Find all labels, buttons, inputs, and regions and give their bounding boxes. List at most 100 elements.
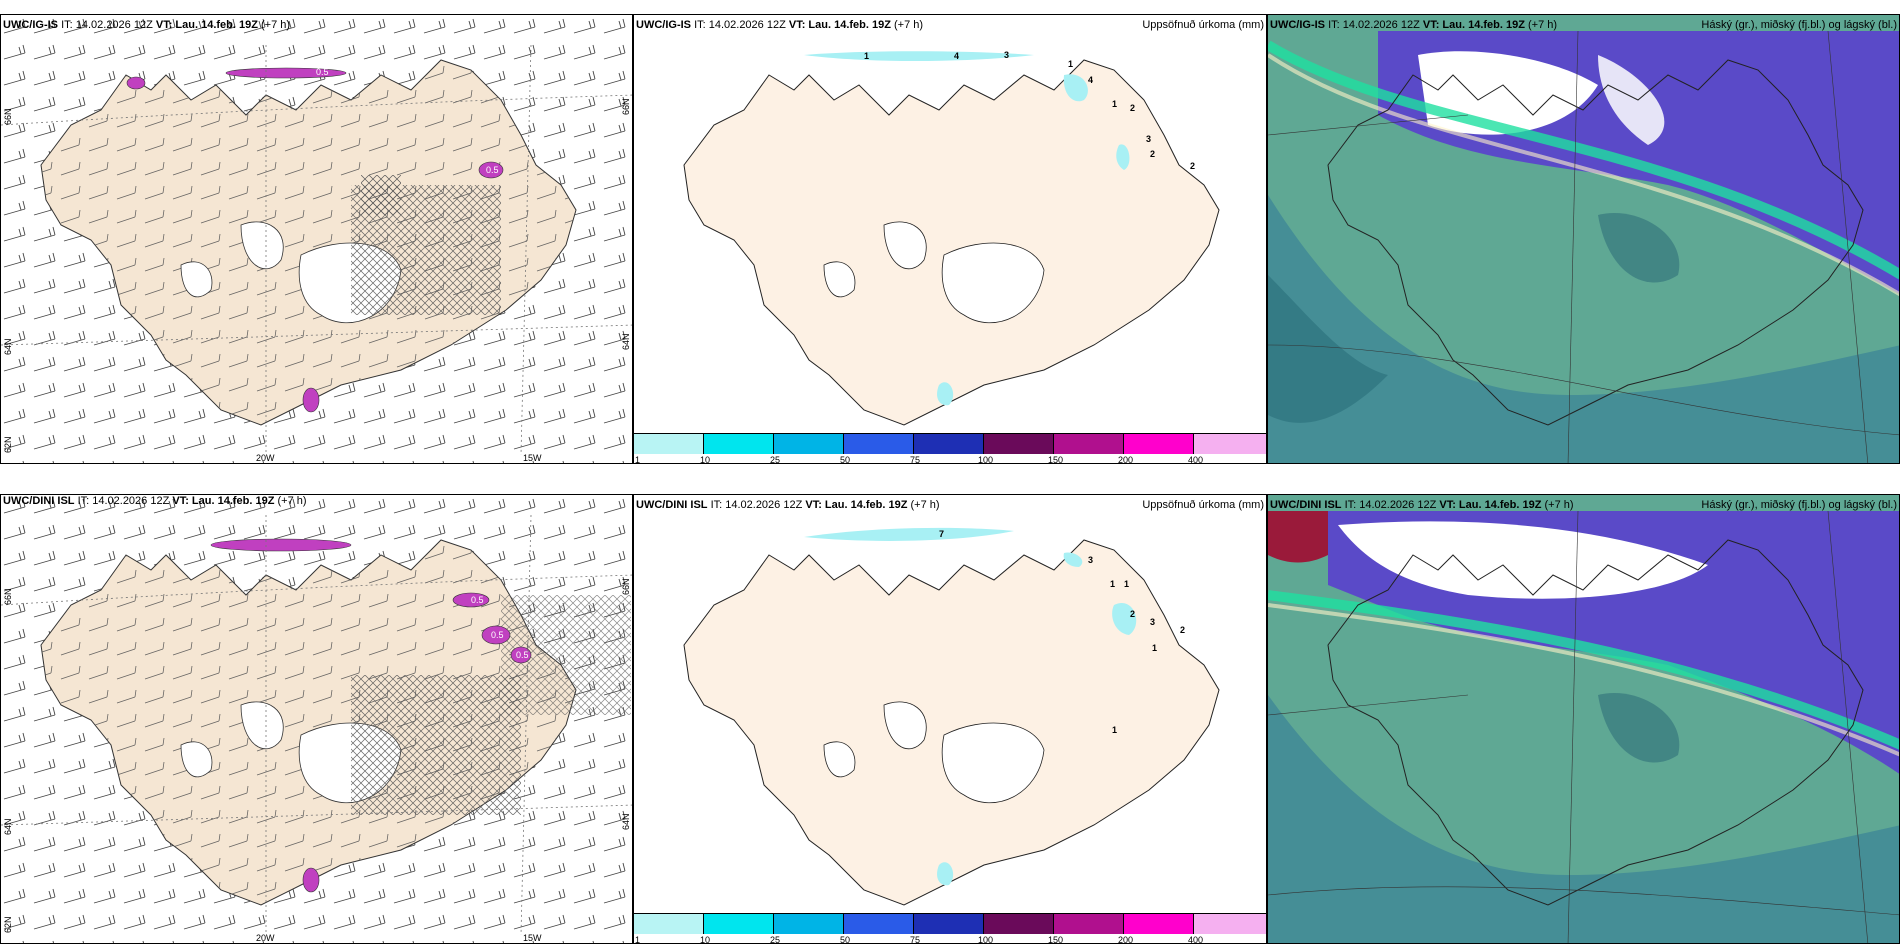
svg-text:4: 4 xyxy=(1088,75,1093,85)
colorbar-ticks-top: 1 10 25 50 75 100 150 200 400 xyxy=(635,455,1204,464)
svg-text:1: 1 xyxy=(864,51,869,61)
precip-map-panel-top: UWC/IG-IS IT: 14.02.2026 12Z VT: Lau. 14… xyxy=(633,14,1267,464)
graticule xyxy=(1268,30,1899,463)
precip-blob-north xyxy=(225,67,347,79)
svg-text:2: 2 xyxy=(1190,161,1195,171)
svg-text:3: 3 xyxy=(1150,617,1155,627)
svg-text:1: 1 xyxy=(1068,59,1073,69)
wind-map-header-top: UWC/IG-IS IT: 14.02.2026 12Z VT: Lau. 14… xyxy=(3,19,291,31)
precip-contour-label: 0.5 xyxy=(516,650,529,660)
cloud-edge-band xyxy=(1268,40,1899,280)
right-lat-label-66n: 66N xyxy=(621,578,631,595)
svg-text:3: 3 xyxy=(1004,50,1009,60)
svg-text:4: 4 xyxy=(954,51,959,61)
iceland-land xyxy=(683,539,1220,906)
lat-label-66n: 66N xyxy=(3,108,13,125)
precip-blob-south xyxy=(302,387,320,413)
precip-area-east xyxy=(1116,144,1130,170)
precip-map-header-bottom: UWC/DINI ISL IT: 14.02.2026 12Z VT: Lau.… xyxy=(636,499,940,511)
graticule xyxy=(1268,510,1899,943)
precip-blob-northwest xyxy=(126,76,146,90)
colorbar-bottom xyxy=(634,913,1266,934)
glacier xyxy=(823,261,856,298)
svg-text:1: 1 xyxy=(1112,725,1117,735)
precip-area-south xyxy=(937,862,954,886)
precip-area-northeast xyxy=(1063,552,1083,567)
precip-blob-east xyxy=(510,646,532,664)
precip-blob-north xyxy=(210,538,352,552)
hatched-area-north xyxy=(361,175,401,215)
iceland-coastline xyxy=(1327,539,1864,906)
precip-blob-east xyxy=(478,161,504,179)
precip-map-top: 1 4 3 1 4 1 2 3 2 2 xyxy=(683,50,1220,426)
glacier xyxy=(941,242,1045,324)
cloud-map-header-top: UWC/IG-IS IT: 14.02.2026 12Z VT: Lau. 14… xyxy=(1270,19,1558,31)
precip-blob-east xyxy=(481,625,511,645)
precip-map-bottom: 7 3 1 1 2 3 2 1 1 xyxy=(683,527,1220,906)
lon-label-15w: 15W xyxy=(523,453,542,463)
wind-map-panel-bottom: UWC/DINI ISL IT: 14.02.2026 12Z VT: Lau.… xyxy=(0,494,633,944)
graticule xyxy=(1,514,632,936)
dark-red-region xyxy=(1268,511,1328,563)
wind-map-bottom: 0.5 0.5 0.5 xyxy=(1,495,632,943)
lat-label-64n: 64N xyxy=(3,338,13,355)
precip-map-panel-bottom: UWC/DINI ISL IT: 14.02.2026 12Z VT: Lau.… xyxy=(633,494,1267,944)
svg-text:3: 3 xyxy=(1146,134,1151,144)
precip-contour-labels: 1 4 3 1 4 1 2 3 2 2 xyxy=(864,50,1195,171)
glacier xyxy=(941,722,1045,804)
graticule xyxy=(1,44,632,456)
colorbar-ticks-bottom: 1 10 25 50 75 100 150 200 400 xyxy=(635,935,1204,944)
iceland-coastline xyxy=(1327,59,1864,426)
cloud-map-panel-top: UWC/IG-IS IT: 14.02.2026 12Z VT: Lau. 14… xyxy=(1267,14,1900,464)
svg-text:1: 1 xyxy=(1124,579,1129,589)
glacier xyxy=(823,741,856,778)
precip-title-top: Uppsöfnuð úrkoma (mm) xyxy=(1142,19,1264,31)
lon-label-20w: 20W xyxy=(256,453,275,463)
lat-label-62n: 62N xyxy=(3,916,13,933)
wind-map-panel-top: UWC/IG-IS IT: 14.02.2026 12Z VT: Lau. 14… xyxy=(0,14,633,464)
wind-map-top: 0.5 0.5 xyxy=(1,15,632,463)
right-lat-label-64n: 64N xyxy=(621,813,631,830)
svg-text:1: 1 xyxy=(1152,643,1157,653)
svg-text:2: 2 xyxy=(1130,609,1135,619)
white-cloud-region xyxy=(1598,55,1665,145)
precip-area-east xyxy=(1112,602,1137,635)
svg-text:2: 2 xyxy=(1180,625,1185,635)
lat-label-62n: 62N xyxy=(3,436,13,453)
lat-label-64n: 64N xyxy=(3,818,13,835)
cloud-map-header-bottom: UWC/DINI ISL IT: 14.02.2026 12Z VT: Lau.… xyxy=(1270,499,1574,511)
hatched-area-east xyxy=(351,675,521,815)
precip-area-northeast xyxy=(1063,74,1088,102)
precip-map-header-top: UWC/IG-IS IT: 14.02.2026 12Z VT: Lau. 14… xyxy=(636,19,924,31)
precip-contour-labels: 7 3 1 1 2 3 2 1 1 xyxy=(939,529,1185,735)
precip-title-bottom: Uppsöfnuð úrkoma (mm) xyxy=(1142,499,1264,511)
svg-text:2: 2 xyxy=(1130,103,1135,113)
svg-text:3: 3 xyxy=(1088,555,1093,565)
cloud-map-bottom xyxy=(1268,510,1899,943)
iceland-land xyxy=(683,59,1220,426)
precip-area-south xyxy=(937,382,954,406)
low-cloud-region xyxy=(1268,195,1899,463)
glacier xyxy=(240,701,284,750)
cloud-edge-band xyxy=(1268,590,1899,750)
right-lat-label-66n: 66N xyxy=(621,98,631,115)
low-cloud-region xyxy=(1268,695,1899,943)
precip-contour-label: 0.5 xyxy=(316,67,329,77)
cloud-map-top xyxy=(1268,30,1899,463)
lon-label-15w: 15W xyxy=(523,933,542,943)
right-lat-label-64n: 64N xyxy=(621,333,631,350)
cloud-map-panel-bottom: UWC/DINI ISL IT: 14.02.2026 12Z VT: Lau.… xyxy=(1267,494,1900,944)
glacier xyxy=(883,221,927,270)
cloud-title-bottom: Háský (gr.), miðský (fj.bl.) og lágský (… xyxy=(1701,499,1897,511)
precip-contour-label: 0.5 xyxy=(471,595,484,605)
colorbar-top xyxy=(634,433,1266,454)
precip-contour-label: 0.5 xyxy=(486,165,499,175)
cloud-title-top: Háský (gr.), miðský (fj.bl.) og lágský (… xyxy=(1701,19,1897,31)
svg-text:2: 2 xyxy=(1150,149,1155,159)
wind-map-header-bottom: UWC/DINI ISL IT: 14.02.2026 12Z VT: Lau.… xyxy=(3,495,307,507)
glacier-hofsjokull xyxy=(180,261,213,298)
white-cloud-region xyxy=(1338,521,1708,599)
svg-text:7: 7 xyxy=(939,529,944,539)
precip-band-north xyxy=(804,51,1034,61)
glacier xyxy=(180,741,213,778)
